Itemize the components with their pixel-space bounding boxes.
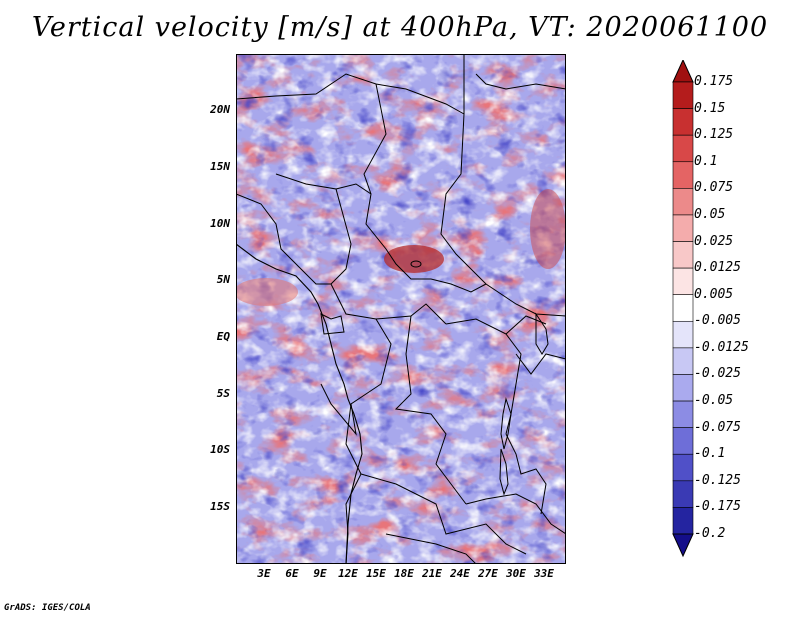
updraft-cluster-west: [236, 278, 298, 306]
colorbar-segment: [672, 267, 694, 296]
colorbar-segment: [672, 320, 694, 349]
colorbar: [672, 60, 694, 558]
colorbar-label: 0.1: [694, 153, 718, 169]
colorbar-label: -0.125: [694, 472, 741, 488]
colorbar-label: 0.175: [694, 74, 734, 89]
lat-label: 5N: [216, 273, 230, 286]
lat-label: 15N: [210, 160, 230, 173]
colorbar-segment: [672, 507, 694, 535]
colorbar-label: -0.005: [694, 313, 741, 329]
lakes: [410, 260, 549, 496]
lon-label: 6E: [285, 567, 299, 580]
lon-label: 21E: [422, 567, 442, 580]
colorbar-segment: [672, 374, 694, 402]
colorbar-segment: [672, 400, 694, 428]
colorbar-segment: [672, 81, 694, 109]
coastline: [236, 243, 363, 564]
colorbar-label: -0.05: [694, 393, 734, 409]
updraft-cluster-chad: [384, 245, 444, 273]
lat-label: 20N: [210, 103, 230, 116]
lat-label: EQ: [216, 330, 230, 343]
colorbar-label: 0.05: [694, 206, 726, 222]
colorbar-arrow-bottom: [672, 533, 694, 558]
map-noise-blue: [236, 54, 566, 564]
colorbar-label: 0.005: [694, 286, 734, 302]
colorbar-label: -0.1: [694, 446, 726, 462]
updraft-cluster-east: [530, 189, 566, 269]
lat-label: 5S: [216, 387, 230, 400]
colorbar-label: 0.125: [694, 127, 734, 143]
lat-label: 15S: [210, 500, 230, 513]
colorbar-label: 0.0125: [694, 260, 741, 276]
colorbar-segment: [672, 134, 694, 163]
colorbar-label: -0.075: [694, 419, 741, 435]
colorbar-label: -0.0125: [694, 339, 749, 355]
lon-label: 15E: [366, 567, 386, 580]
colorbar-segment: [672, 108, 694, 136]
colorbar-label: 0.025: [694, 233, 734, 249]
country-borders: [236, 54, 566, 564]
colorbar-segment: [672, 214, 694, 242]
colorbar-segment: [672, 188, 694, 216]
colorbar-segment: [672, 161, 694, 189]
colorbar-segment: [672, 241, 694, 269]
credit-text: GrADS: IGES/COLA: [4, 603, 91, 613]
colorbar-label: -0.2: [694, 526, 726, 541]
colorbar-segment: [672, 427, 694, 455]
map-frame: [236, 54, 566, 564]
colorbar-segment: [672, 453, 694, 482]
lon-label: 24E: [450, 567, 470, 580]
colorbar-segment: [672, 347, 694, 375]
colorbar-label: -0.025: [694, 366, 741, 382]
lon-label: 27E: [478, 567, 498, 580]
colorbar-arrow-top: [672, 60, 694, 83]
lon-label: 9E: [313, 567, 327, 580]
lon-label: 33E: [534, 567, 554, 580]
lon-label: 30E: [506, 567, 526, 580]
colorbar-segment: [672, 480, 694, 508]
colorbar-label: 0.15: [694, 100, 726, 116]
colorbar-label: -0.175: [694, 499, 741, 515]
lat-label: 10S: [210, 443, 230, 456]
vertical-velocity-map: [236, 54, 566, 564]
chart-title: Vertical velocity [m/s] at 400hPa, VT: 2…: [31, 12, 769, 43]
lon-label: 18E: [394, 567, 414, 580]
lat-label: 10N: [210, 217, 230, 230]
lon-label: 3E: [257, 567, 271, 580]
colorbar-segment: [672, 294, 694, 322]
colorbar-label: 0.075: [694, 180, 734, 196]
lon-label: 12E: [338, 567, 358, 580]
